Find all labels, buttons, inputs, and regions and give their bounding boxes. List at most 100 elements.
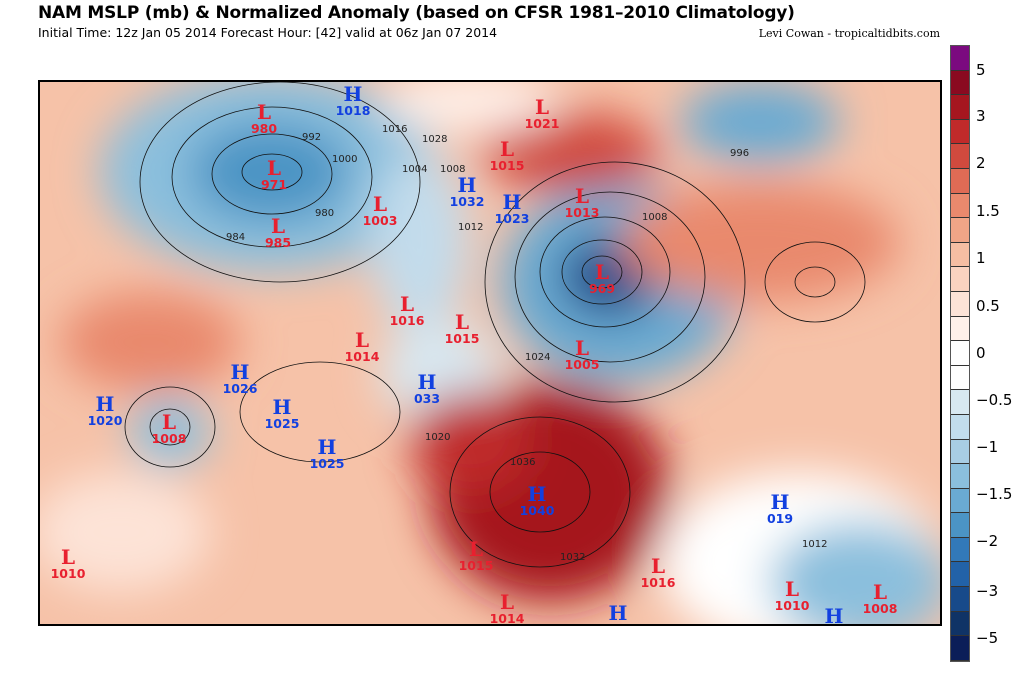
pressure-anomaly-map: L 980 L 971 L 985 H 1018 L 1003 H 1032 H 1023 L 1015 L 10… <box>38 80 942 626</box>
center-pressure-value: 971 <box>260 177 288 192</box>
colorbar-swatch <box>951 611 969 637</box>
low-marker-icon: L <box>270 214 286 238</box>
high-pressure-center: H 1026 <box>223 362 258 396</box>
credit: Levi Cowan - tropicaltidbits.com <box>758 27 940 40</box>
colorbar-swatch <box>951 365 969 391</box>
high-marker-icon: H <box>317 435 337 459</box>
colorbar-swatch <box>951 119 969 145</box>
high-marker-icon: H <box>272 395 292 419</box>
high-pressure-center: H 1025 <box>310 437 345 471</box>
low-marker-icon: L <box>60 545 76 569</box>
colorbar-swatch <box>951 291 969 317</box>
low-marker-icon: L <box>256 100 272 124</box>
low-pressure-center: L 1010 <box>775 579 810 613</box>
isobar-label: 1016 <box>382 124 408 135</box>
low-pressure-center: L 1005 <box>565 338 600 372</box>
colorbar-label: −3 <box>976 582 999 600</box>
colorbar-swatch <box>951 341 969 366</box>
low-marker-icon: L <box>872 580 888 604</box>
isobar-label: 1008 <box>642 212 668 223</box>
low-pressure-center: L 1015 <box>445 312 480 346</box>
center-pressure-value: 1010 <box>50 566 86 581</box>
colorbar-label: −1.5 <box>976 485 1013 503</box>
isobar-label: 1000 <box>332 154 358 165</box>
low-pressure-center: L 1015 <box>490 139 525 173</box>
colorbar-swatch <box>951 587 969 612</box>
isobars <box>124 82 866 568</box>
colorbar-label: −5 <box>976 629 999 647</box>
isobar-label: 992 <box>302 132 322 143</box>
colorbar-swatch <box>951 316 969 342</box>
colorbar-swatch <box>951 464 969 489</box>
colorbar-label: 1 <box>976 249 986 267</box>
colorbar-swatch <box>951 144 969 169</box>
colorbar-swatch <box>951 488 969 514</box>
center-pressure-value: 1023 <box>494 211 530 226</box>
center-pressure-value: 1015 <box>489 158 525 173</box>
low-pressure-center: L 1003 <box>363 194 398 228</box>
colorbar-swatch <box>951 70 969 96</box>
center-pressure-value: 019 <box>766 511 794 526</box>
center-pressure-value: 1026 <box>222 381 258 396</box>
high-marker-icon: H <box>457 173 477 197</box>
low-marker-icon: L <box>594 260 610 284</box>
high-marker-icon: H <box>343 82 363 106</box>
colorbar-swatch <box>951 168 969 194</box>
low-marker-icon: L <box>574 184 590 208</box>
colorbar-swatch <box>951 46 969 71</box>
high-marker-icon: H <box>502 190 522 214</box>
isobar-label: 1028 <box>422 134 448 145</box>
low-marker-icon: L <box>650 554 666 578</box>
low-marker-icon: L <box>161 410 177 434</box>
center-pressure-value: 1015 <box>444 331 480 346</box>
high-marker-icon: H <box>417 370 437 394</box>
low-pressure-center: L 1014 <box>345 330 380 364</box>
low-pressure-center: L 1016 <box>390 294 425 328</box>
isobar-label: 1012 <box>458 222 484 233</box>
colorbar-swatch <box>951 513 969 538</box>
colorbar-swatch <box>951 537 969 563</box>
center-pressure-value: 1014 <box>489 611 525 626</box>
colorbar-label: 0 <box>976 344 986 362</box>
center-pressure-value: 1016 <box>640 575 676 590</box>
center-pressure-value: 1003 <box>362 213 398 228</box>
colorbar-label: 2 <box>976 154 986 172</box>
isobar-label: 1024 <box>525 352 551 363</box>
low-pressure-center: L 1010 <box>51 547 86 581</box>
colorbar <box>950 45 970 662</box>
center-pressure-value: 1018 <box>335 103 371 118</box>
low-marker-icon: L <box>784 577 800 601</box>
colorbar-swatch <box>951 218 969 243</box>
low-marker-icon: L <box>454 310 470 334</box>
anomaly-field <box>40 82 940 624</box>
center-pressure-value: 1023 <box>601 623 636 624</box>
center-pressure-value: 985 <box>264 235 292 250</box>
colorbar-swatch <box>951 414 969 440</box>
high-marker-icon: H <box>527 482 547 506</box>
low-pressure-center: L 1016 <box>641 556 676 590</box>
low-pressure-center: L 1014 <box>489 592 525 626</box>
center-pressure-value: 1008 <box>151 431 187 446</box>
center-pressure-value: 1015 <box>458 558 494 573</box>
low-pressure-center: L 1008 <box>863 582 898 616</box>
colorbar-label: 1.5 <box>976 202 1000 220</box>
map-subtitle: Initial Time: 12z Jan 05 2014 Forecast H… <box>38 25 498 40</box>
low-marker-icon: L <box>372 192 388 216</box>
low-marker-icon: L <box>499 137 515 161</box>
low-pressure-center: L 985 <box>265 216 291 250</box>
center-pressure-value: 969 <box>588 281 616 296</box>
colorbar-swatch <box>951 267 969 292</box>
low-pressure-center: L 969 <box>589 262 615 296</box>
isobar-label: 1020 <box>425 432 451 443</box>
high-marker-icon: H <box>824 604 844 626</box>
high-pressure-center: H 019 <box>767 492 793 526</box>
high-pressure-center: H 1032 <box>450 175 485 209</box>
center-pressure-value: 1016 <box>389 313 425 328</box>
colorbar-swatch <box>951 390 969 415</box>
center-pressure-value: 1020 <box>87 413 123 428</box>
map-title: NAM MSLP (mb) & Normalized Anomaly (base… <box>38 3 795 23</box>
center-pressure-value: 1025 <box>309 456 345 471</box>
